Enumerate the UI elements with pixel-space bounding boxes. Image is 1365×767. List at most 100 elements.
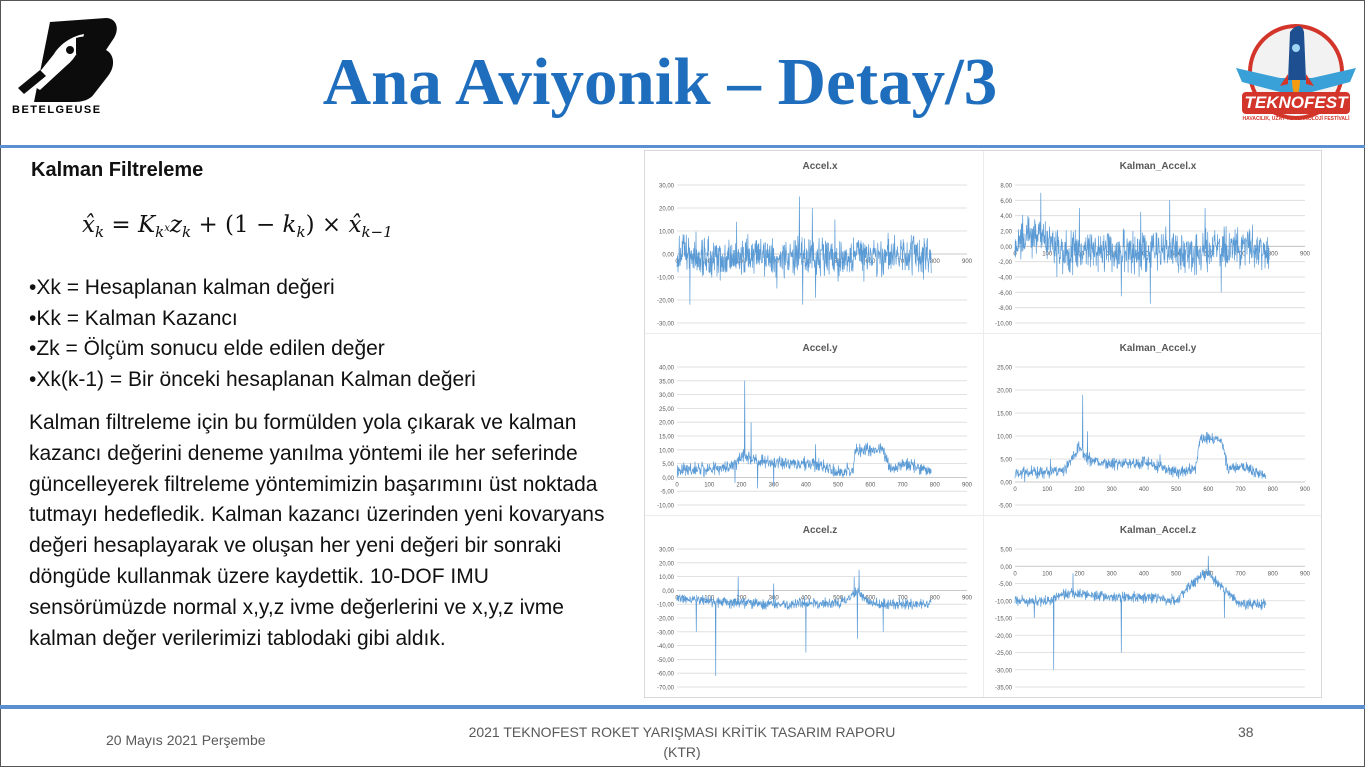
- x-tick-label: 400: [801, 482, 812, 488]
- x-tick-label: 800: [1268, 487, 1279, 493]
- y-tick-label: -4,00: [998, 276, 1012, 282]
- chart-title: Kalman_Accel.z: [1120, 525, 1196, 536]
- y-tick-label: 6,00: [1000, 199, 1012, 205]
- y-tick-label: -10,00: [657, 603, 675, 609]
- x-tick-label: 200: [1074, 571, 1085, 577]
- x-tick-label: 0: [1013, 487, 1017, 493]
- y-tick-label: 0,00: [1000, 245, 1012, 251]
- y-tick-label: 20,00: [659, 207, 675, 213]
- x-tick-label: 300: [1107, 487, 1118, 493]
- formula-gain-sup: x: [164, 223, 170, 234]
- y-tick-label: -10,00: [657, 276, 675, 282]
- y-tick-label: -25,00: [995, 651, 1013, 657]
- y-tick-label: 0,00: [662, 476, 674, 482]
- y-tick-label: 0,00: [662, 589, 674, 595]
- chart-svg: Kalman_Accel.x 8,00 6,00 4,00 2,00 0,00 -2,00 -…: [995, 161, 1311, 328]
- page-title: Ana Aviyonik – Detay/3: [322, 45, 998, 119]
- x-tick-label: 500: [1171, 487, 1182, 493]
- list-item: •Kk = Kalman Kazancı: [29, 306, 238, 330]
- y-tick-label: 0,00: [662, 253, 674, 259]
- y-tick-label: -5,00: [660, 490, 674, 496]
- series-line: [1014, 555, 1267, 670]
- x-tick-label: 800: [930, 595, 941, 601]
- x-tick-label: 900: [962, 259, 973, 265]
- y-tick-label: -10,00: [995, 599, 1013, 605]
- y-tick-label: -70,00: [657, 686, 675, 692]
- formula-measurement: z: [169, 212, 183, 238]
- x-tick-label: 100: [704, 595, 715, 601]
- y-tick-label: 2,00: [1000, 230, 1012, 236]
- x-tick-label: 200: [736, 482, 747, 488]
- x-tick-label: 400: [801, 595, 812, 601]
- header-divider: [0, 145, 1365, 148]
- chart-kalman-accel-z: Kalman_Accel.z 5,00 0,00 -5,00 -10,00 -15,00 -…: [983, 515, 1321, 697]
- list-item: •Xk = Hesaplanan kalman değeri: [29, 276, 335, 299]
- x-tick-label: 800: [930, 482, 941, 488]
- teknofest-logo-subtext: HAVACILIK, UZAY VE TEKNOLOJİ FESTİVALİ: [1242, 116, 1350, 122]
- chart-title: Accel.z: [803, 525, 837, 536]
- series-line: [676, 196, 932, 305]
- chart-svg: Accel.y 40,00 35,00 30,00 25,00 20,00 15,00 10,…: [657, 343, 973, 510]
- y-tick-label: -5,00: [998, 582, 1012, 588]
- x-tick-label: 600: [1203, 251, 1214, 257]
- x-tick-label: 0: [675, 482, 679, 488]
- y-tick-label: 0,00: [1000, 565, 1012, 571]
- y-tick-label: 10,00: [659, 575, 675, 581]
- y-tick-label: 10,00: [659, 448, 675, 454]
- rocket-logo-icon: [18, 18, 117, 102]
- formula-lhs: x̂: [82, 212, 95, 238]
- x-tick-label: 200: [1074, 487, 1085, 493]
- y-tick-label: -2,00: [998, 260, 1012, 266]
- x-tick-label: 100: [704, 482, 715, 488]
- footer-report-line2: (KTR): [663, 744, 701, 760]
- x-tick-label: 600: [1203, 487, 1214, 493]
- kalman-formula: x̂k = Kkxzk + (1 − kk) × x̂k−1: [82, 212, 393, 241]
- section-title: Kalman Filtreleme: [31, 159, 204, 181]
- teknofest-emblem-icon: [1236, 24, 1356, 120]
- x-tick-label: 900: [1300, 571, 1311, 577]
- chart-kalman-accel-x: Kalman_Accel.x 8,00 6,00 4,00 2,00 0,00 -2,00 -…: [983, 151, 1321, 333]
- list-item: •Xk(k-1) = Bir önceki hesaplanan Kalman …: [29, 367, 476, 391]
- y-tick-label: 5,00: [1000, 458, 1012, 464]
- x-tick-label: 700: [1236, 571, 1247, 577]
- chart-title: Kalman_Accel.x: [1120, 161, 1197, 172]
- chart-kalman-accel-y: Kalman_Accel.y 25,00 20,00 15,00 10,00 5,00 0,…: [983, 333, 1321, 515]
- x-tick-label: 600: [865, 259, 876, 265]
- x-tick-label: 900: [1300, 251, 1311, 257]
- formula-gain-sub: k: [155, 223, 165, 241]
- y-tick-label: 30,00: [659, 548, 675, 554]
- x-tick-label: 300: [1107, 571, 1118, 577]
- x-tick-label: 600: [865, 482, 876, 488]
- y-tick-label: 8,00: [1000, 184, 1012, 190]
- series-line: [1014, 192, 1270, 304]
- x-tick-label: 800: [930, 259, 941, 265]
- chart-grid: Accel.x 30,00 20,00 10,00 0,00 -10,00 -20,00 -3…: [644, 150, 1322, 698]
- page-number: 38: [1238, 724, 1254, 740]
- y-tick-label: -10,00: [995, 322, 1013, 328]
- series-line: [1014, 394, 1267, 483]
- x-tick-label: 900: [962, 595, 973, 601]
- y-tick-label: -8,00: [998, 306, 1012, 312]
- x-tick-label: 500: [833, 482, 844, 488]
- y-tick-label: -50,00: [657, 658, 675, 664]
- y-tick-label: 30,00: [659, 184, 675, 190]
- formula-gain: K: [137, 212, 156, 238]
- formula-times: ×: [321, 212, 342, 238]
- formula-equals: =: [111, 212, 131, 238]
- x-tick-label: 800: [1268, 251, 1279, 257]
- y-tick-label: -15,00: [995, 617, 1013, 623]
- y-tick-label: -6,00: [998, 291, 1012, 297]
- footer-report-line1: 2021 TEKNOFEST ROKET YARIŞMASI KRİTİK TA…: [468, 724, 896, 740]
- footer-report-title: 2021 TEKNOFEST ROKET YARIŞMASI KRİTİK TA…: [462, 722, 902, 762]
- x-tick-label: 400: [1139, 571, 1150, 577]
- y-tick-label: -40,00: [657, 644, 675, 650]
- series-line: [676, 569, 932, 677]
- chart-separator: [983, 151, 984, 697]
- y-tick-label: -30,00: [657, 630, 675, 636]
- formula-prev: x̂: [348, 212, 362, 238]
- y-tick-label: 5,00: [662, 462, 674, 468]
- x-tick-label: 500: [1171, 571, 1182, 577]
- formula-gain2-sub: k: [296, 223, 306, 241]
- y-tick-label: 25,00: [659, 407, 675, 413]
- chart-accel-z: Accel.z 30,00 20,00 10,00 0,00 -10,00 -20,00 -3…: [645, 515, 983, 697]
